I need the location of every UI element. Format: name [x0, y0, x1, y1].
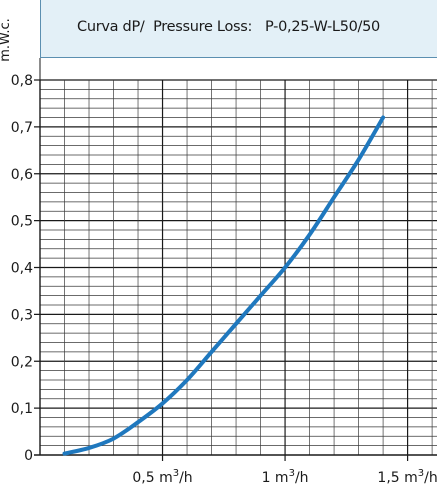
y-tick-label: 0,3 — [11, 307, 33, 323]
pressure-loss-curve — [62, 115, 386, 456]
chart-title-box: Curva dP/ Pressure Loss: P-0,25-W-L50/50 — [40, 0, 437, 58]
x-tick-label: 1,5 m3/h — [377, 468, 437, 486]
y-tick-label: 0,8 — [11, 73, 33, 89]
chart-title: Curva dP/ Pressure Loss: P-0,25-W-L50/50 — [77, 19, 380, 35]
y-tick-label: 0 — [24, 448, 33, 464]
y-tick-label: 0,5 — [11, 214, 33, 230]
x-tick-label: 0,5 m3/h — [132, 468, 192, 486]
y-tick-label: 0,7 — [11, 120, 33, 136]
y-tick-label: 0,2 — [11, 354, 33, 370]
y-tick-label: 0,6 — [11, 167, 33, 183]
y-tick-label: 0,4 — [11, 261, 33, 277]
x-tick-label: 1 m3/h — [262, 468, 309, 486]
y-tick-label: 0,1 — [11, 401, 33, 417]
